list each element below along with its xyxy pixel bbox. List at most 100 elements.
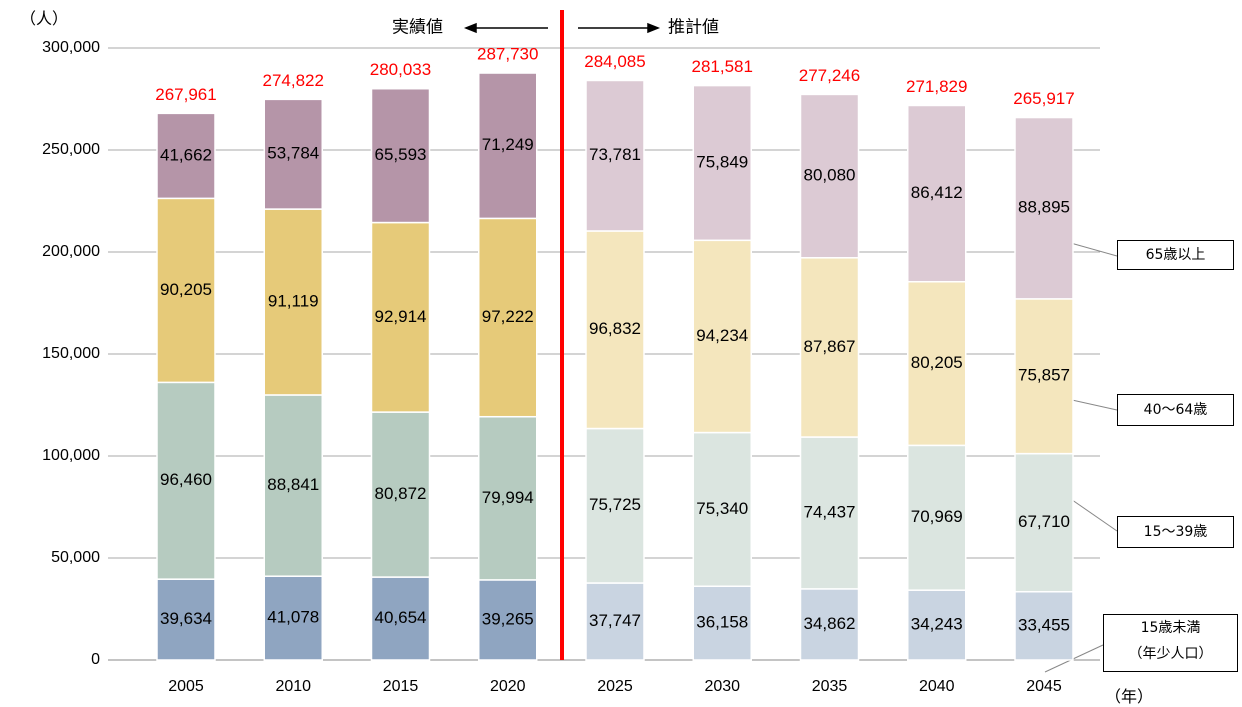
data-label: 94,234 [696, 326, 748, 345]
data-label: 90,205 [160, 280, 212, 299]
bar-segment [907, 104, 967, 283]
legend-label: 15歳未満 （年少人口） [1103, 614, 1238, 672]
data-label: 33,455 [1018, 615, 1070, 634]
data-label: 53,784 [267, 144, 319, 163]
legend-label: 15～39歳 [1117, 516, 1234, 548]
x-tick-label: 2030 [704, 678, 740, 695]
bar-segment [156, 112, 216, 200]
bar-segment [156, 381, 216, 580]
data-label: 87,867 [804, 337, 856, 356]
bar-segment [156, 197, 216, 384]
data-label: 75,725 [589, 495, 641, 514]
x-axis-label: （年） [1105, 688, 1153, 706]
data-label: 65,593 [375, 145, 427, 164]
y-tick-label: 100,000 [42, 447, 100, 464]
y-axis-label: （人） [20, 10, 68, 28]
bar-segment [1014, 591, 1074, 661]
bar-segment [585, 230, 645, 430]
data-label: 73,781 [589, 145, 641, 164]
data-label: 41,078 [267, 608, 319, 627]
annotation: 実績値 [392, 17, 443, 36]
bar-segment [370, 87, 431, 224]
bar-segment [478, 72, 538, 220]
y-tick-label: 250,000 [42, 141, 100, 158]
bar-segment [370, 411, 431, 578]
data-label: 96,832 [589, 319, 641, 338]
data-label: 88,895 [1018, 198, 1070, 217]
data-label: 39,265 [482, 609, 534, 628]
bar-segment [478, 217, 538, 418]
total-label: 280,033 [370, 60, 431, 79]
data-label: 70,969 [911, 507, 963, 526]
bar-segment [585, 427, 645, 584]
data-label: 39,634 [160, 609, 212, 628]
x-tick-label: 2010 [275, 678, 311, 695]
y-tick-label: 300,000 [42, 39, 100, 56]
data-label: 34,862 [804, 614, 856, 633]
data-label: 79,994 [482, 488, 534, 507]
data-label: 41,662 [160, 145, 212, 164]
total-label: 287,730 [477, 45, 538, 64]
bar-segment [156, 578, 216, 661]
data-label: 86,412 [911, 183, 963, 202]
data-label: 37,747 [589, 611, 641, 630]
data-label: 75,340 [696, 499, 748, 518]
data-label: 80,205 [911, 353, 963, 372]
y-tick-label: 150,000 [42, 345, 100, 362]
total-label: 277,246 [799, 66, 860, 85]
x-tick-label: 2040 [919, 678, 955, 695]
total-label: 265,917 [1013, 89, 1074, 108]
data-label: 36,158 [696, 613, 748, 632]
total-label: 271,829 [906, 77, 967, 96]
bar-segment [585, 582, 645, 661]
bar-segment [907, 280, 967, 447]
x-tick-label: 2025 [597, 678, 633, 695]
data-label: 91,119 [268, 292, 319, 311]
x-tick-label: 2005 [168, 678, 204, 695]
bar-segment [263, 394, 323, 577]
bar-segment [478, 415, 538, 581]
bar-segment [1014, 116, 1074, 300]
data-label: 74,437 [804, 502, 856, 521]
bar-segment [692, 84, 752, 242]
y-tick-label: 200,000 [42, 243, 100, 260]
bar-segment [799, 93, 860, 259]
bar-segment [799, 588, 860, 661]
data-label: 75,849 [696, 152, 748, 171]
data-label: 40,654 [375, 608, 427, 627]
arrows [463, 22, 661, 34]
total-label: 281,581 [692, 57, 753, 76]
bar-segment [263, 98, 323, 210]
legend-label: 40～64歳 [1117, 394, 1234, 426]
y-tick-label: 50,000 [51, 549, 100, 566]
data-label: 80,872 [375, 484, 427, 503]
bar-segment [585, 79, 645, 232]
bar-segment [692, 239, 752, 434]
bar-segment [799, 257, 860, 438]
annotation: 推計値 [668, 17, 719, 36]
x-tick-label: 2020 [490, 678, 526, 695]
bar-segment [1014, 298, 1074, 455]
data-label: 34,243 [911, 615, 963, 634]
bar-segment [263, 575, 323, 661]
data-label: 80,080 [804, 166, 856, 185]
x-tick-label: 2035 [812, 678, 848, 695]
bar-segment [692, 585, 752, 661]
x-tick-label: 2015 [383, 678, 419, 695]
data-label: 67,710 [1018, 512, 1070, 531]
total-label: 284,085 [584, 52, 645, 71]
data-label: 96,460 [160, 470, 212, 489]
x-tick-label: 2045 [1026, 678, 1062, 695]
bar-segment [1014, 452, 1074, 593]
data-label: 75,857 [1018, 366, 1070, 385]
legend-label: 65歳以上 [1117, 240, 1234, 270]
total-label: 267,961 [155, 85, 216, 104]
data-label: 88,841 [267, 475, 319, 494]
bar-segment [370, 576, 431, 661]
bar-segment [692, 431, 752, 587]
bar-segment [478, 579, 538, 661]
data-label: 97,222 [482, 307, 534, 326]
total-label: 274,822 [263, 71, 324, 90]
bar-segment [907, 444, 967, 591]
